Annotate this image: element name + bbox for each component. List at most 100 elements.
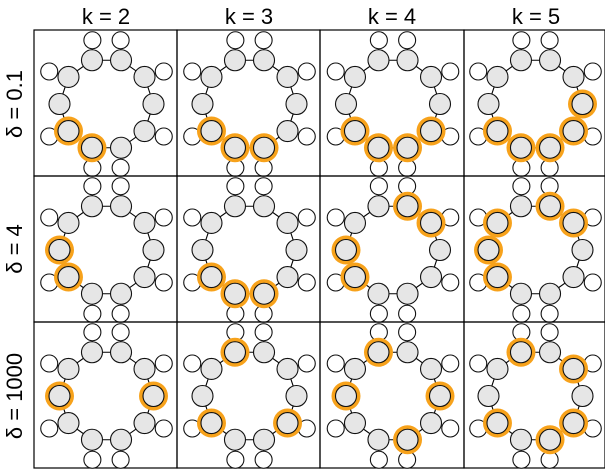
hydrogen-atom: [469, 354, 488, 373]
selected-ring-atom: [396, 136, 419, 159]
hydrogen-atom: [540, 323, 559, 342]
selected-ring-atom: [334, 238, 358, 262]
molecule-cell-r0-c3: [463, 29, 605, 177]
ring-atom: [343, 411, 367, 435]
ring-atom: [109, 341, 133, 364]
selected-ring-atom: [428, 384, 452, 408]
column-label-k3: k = 3: [225, 4, 273, 29]
ring-atom: [142, 92, 165, 116]
ring-atom: [334, 92, 358, 116]
selected-ring-atom: [419, 211, 443, 235]
ring-atom: [419, 411, 443, 435]
row-label-delta-0-1: δ = 0.1: [2, 70, 27, 138]
ring-atom: [276, 65, 299, 89]
ring-atom: [276, 119, 299, 143]
ring-atom: [200, 211, 223, 235]
ring-atom: [509, 195, 533, 218]
selected-ring-atom: [57, 265, 80, 289]
selected-ring-atom: [509, 136, 533, 159]
hydrogen-atom: [111, 158, 130, 177]
ring-atom: [562, 65, 585, 89]
ring-atom: [477, 92, 500, 116]
ring-atom: [252, 49, 276, 72]
hydrogen-atom: [326, 419, 345, 438]
ring-atom: [57, 65, 80, 89]
hydrogen-atom: [154, 419, 173, 438]
ring-atom: [396, 341, 419, 364]
ring-atom: [133, 65, 156, 89]
ring-atom: [538, 341, 562, 364]
hydrogen-atom: [398, 323, 417, 342]
hydrogen-atom: [154, 208, 173, 227]
selected-ring-atom: [334, 384, 358, 408]
hydrogen-atom: [369, 304, 388, 323]
molecule-cell-r1-c3: [463, 175, 605, 323]
ring-atom: [80, 282, 104, 305]
ring-atom: [396, 282, 419, 305]
hydrogen-atom: [111, 31, 130, 50]
hydrogen-atom: [111, 177, 130, 196]
ring-atom: [80, 341, 104, 364]
row-label-delta-4: δ = 4: [2, 224, 27, 274]
ring-atom: [509, 49, 533, 72]
selected-ring-atom: [200, 119, 223, 143]
hydrogen-atom: [469, 62, 488, 81]
hydrogen-atom: [226, 450, 245, 469]
hydrogen-atom: [183, 354, 202, 373]
column-label-k5: k = 5: [512, 4, 560, 29]
molecule-cell-r0-c1: [176, 29, 321, 177]
ring-atom: [509, 282, 533, 305]
molecule-grid: [33, 29, 605, 469]
hydrogen-atom: [183, 62, 202, 81]
selected-ring-atom: [80, 136, 104, 159]
ring-atom: [285, 92, 308, 116]
hydrogen-atom: [398, 31, 417, 50]
hydrogen-atom: [540, 304, 559, 323]
ring-atom: [223, 195, 247, 218]
ring-atom: [109, 195, 133, 218]
selected-ring-atom: [562, 119, 585, 143]
hydrogen-atom: [40, 62, 59, 81]
hydrogen-atom: [83, 450, 102, 469]
ring-atom: [343, 357, 367, 381]
selected-ring-atom: [396, 428, 419, 451]
hydrogen-atom: [297, 127, 316, 146]
hydrogen-atom: [40, 354, 59, 373]
selected-ring-atom: [367, 341, 390, 364]
ring-atom: [538, 282, 562, 305]
ring-atom: [562, 265, 585, 289]
selected-ring-atom: [486, 119, 509, 143]
ring-atom: [223, 428, 247, 451]
selected-ring-atom: [538, 428, 562, 451]
ring-atom: [419, 265, 443, 289]
hydrogen-atom: [154, 354, 173, 373]
hydrogen-atom: [326, 354, 345, 373]
selected-ring-atom: [509, 341, 533, 364]
ring-atom: [252, 428, 276, 451]
column-label-k4: k = 4: [368, 4, 416, 29]
molecule-cell-r2-c0: [33, 321, 178, 469]
hydrogen-atom: [154, 273, 173, 292]
hydrogen-atom: [254, 177, 273, 196]
hydrogen-atom: [326, 62, 345, 81]
ring-atom: [223, 49, 247, 72]
hydrogen-atom: [83, 323, 102, 342]
ring-atom: [276, 265, 299, 289]
ring-atom: [252, 195, 276, 218]
hydrogen-atom: [512, 177, 531, 196]
hydrogen-atom: [83, 177, 102, 196]
selected-ring-atom: [223, 341, 247, 364]
selected-ring-atom: [48, 238, 71, 262]
hydrogen-atom: [111, 304, 130, 323]
hydrogen-atom: [297, 354, 316, 373]
hydrogen-atom: [111, 450, 130, 469]
ring-atom: [538, 49, 562, 72]
ring-atom: [142, 238, 165, 262]
selected-ring-atom: [562, 357, 585, 381]
selected-ring-atom: [252, 136, 276, 159]
ring-atom: [343, 65, 367, 89]
hydrogen-atom: [441, 273, 460, 292]
ring-atom: [109, 282, 133, 305]
hydrogen-atom: [326, 208, 345, 227]
